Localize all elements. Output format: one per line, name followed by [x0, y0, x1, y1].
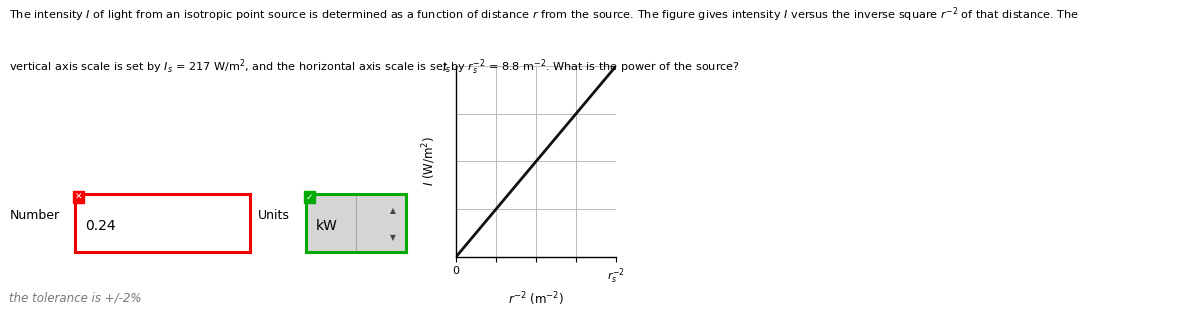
Text: The intensity $I$ of light from an isotropic point source is determined as a fun: The intensity $I$ of light from an isotr…	[9, 5, 1080, 24]
Text: ✕: ✕	[75, 192, 82, 201]
Text: the tolerance is +/-2%: the tolerance is +/-2%	[9, 291, 142, 304]
X-axis label: $r^{-2}$ (m$^{-2}$): $r^{-2}$ (m$^{-2}$)	[508, 290, 564, 308]
Text: Units: Units	[258, 209, 290, 222]
Text: ▼: ▼	[390, 233, 396, 242]
Text: 0.24: 0.24	[85, 219, 116, 233]
Text: ✓: ✓	[306, 192, 313, 201]
Text: Number: Number	[9, 209, 59, 222]
Y-axis label: $I$ (W/m$^2$): $I$ (W/m$^2$)	[421, 136, 438, 186]
Text: kW: kW	[315, 219, 338, 233]
Text: ▲: ▲	[390, 206, 396, 215]
Text: vertical axis scale is set by $I_s$ = 217 W/m$^2$, and the horizontal axis scale: vertical axis scale is set by $I_s$ = 21…	[9, 58, 741, 77]
